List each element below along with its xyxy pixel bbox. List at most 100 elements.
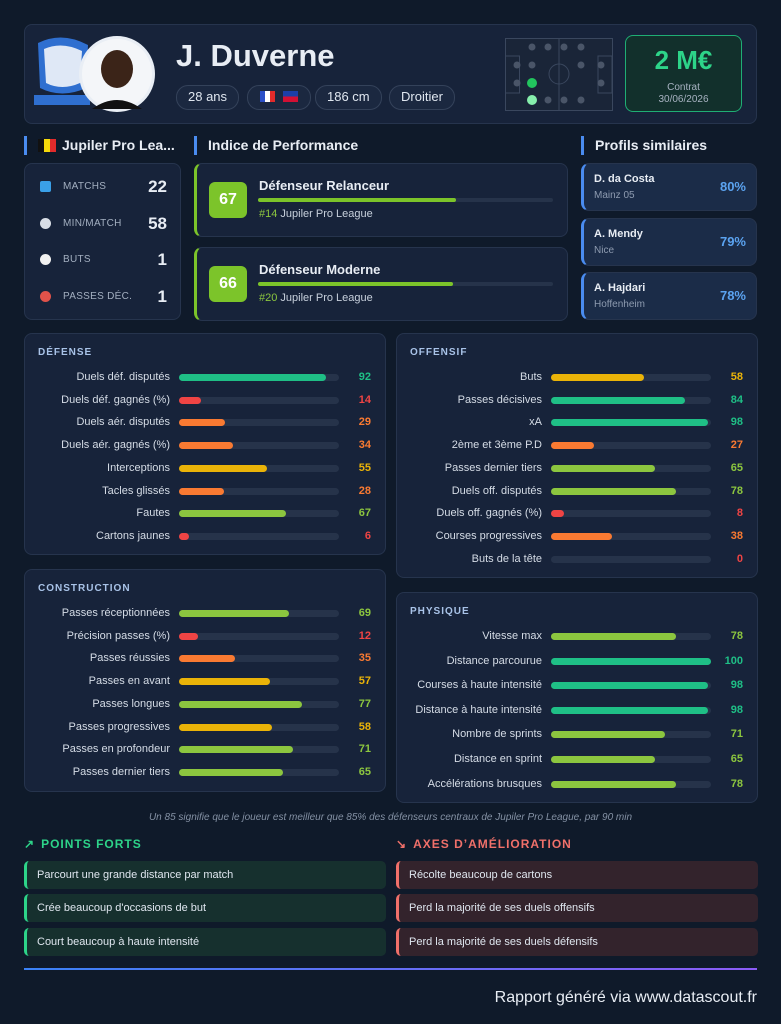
similar-name: A. Hajdari (594, 282, 646, 294)
section-title: OFFENSIF (410, 347, 468, 358)
score: 66 (209, 266, 247, 302)
metric-value: 65 (358, 765, 371, 778)
metric-value: 92 (358, 371, 371, 383)
metric-bar (551, 419, 708, 427)
metric-bar (179, 510, 287, 518)
metric-value: 98 (730, 703, 743, 716)
metric-track (551, 396, 711, 404)
score-bar (258, 198, 456, 202)
metric-bar (551, 532, 612, 540)
metric-label: Passes réussies (89, 652, 170, 665)
metric-track (179, 464, 339, 472)
metric-value: 8 (736, 507, 743, 520)
improvement: Récolte beaucoup de cartons (396, 861, 758, 889)
metric-track (551, 374, 711, 381)
stat-label: MIN/MATCH (63, 217, 122, 229)
metric-label: Tacles glissés (102, 484, 170, 497)
metric-bar (551, 374, 644, 381)
metric-value: 27 (730, 439, 743, 452)
tag: Droitier (389, 85, 455, 110)
metric-track (179, 768, 339, 776)
performance-title: Indice de Performance (194, 136, 358, 155)
metric-track (551, 419, 711, 427)
rank-line: #14 Jupiler Pro League (259, 208, 373, 220)
metric-bar (179, 746, 293, 754)
metric-track (551, 682, 711, 690)
role: Défenseur Relanceur (259, 178, 390, 193)
metric-label: Courses à haute intensité (417, 679, 542, 692)
metric-track (179, 442, 339, 450)
metric-bar (179, 374, 327, 381)
flags (247, 85, 311, 110)
metric-bar (551, 657, 711, 665)
stat-value: 22 (148, 177, 167, 196)
stat-icon (40, 181, 51, 192)
metric-bar (551, 510, 564, 518)
metric-track (179, 632, 339, 640)
stat-value: 58 (148, 213, 167, 233)
metric-value: 69 (358, 607, 371, 619)
contract-end: 30/06/2026 (658, 94, 709, 105)
metric-track (551, 706, 711, 714)
similar-name: A. Mendy (594, 228, 643, 240)
metric-label: Courses progressives (435, 529, 542, 542)
metric-bar (551, 780, 676, 788)
strength: Parcourt une grande distance par match (24, 861, 386, 889)
contract-label: Contrat (667, 82, 700, 93)
section-title: PHYSIQUE (410, 606, 470, 617)
metric-bar (179, 655, 235, 663)
metric-label: Cartons jaunes (96, 529, 170, 542)
strengths-title: ↗ POINTS FORTS (24, 837, 142, 851)
metric-track (179, 746, 339, 754)
metric-label: Passes décisives (457, 393, 542, 406)
metric-value: 57 (358, 675, 371, 688)
metric-label: Distance en sprint (453, 753, 542, 765)
metric-bar (179, 610, 290, 617)
metric-value: 84 (730, 393, 743, 406)
footnote: Un 85 signifie que le joueur est meilleu… (148, 812, 633, 823)
metric-bar (179, 464, 267, 472)
metric-label: Duels off. disputés (451, 484, 542, 497)
role: Défenseur Moderne (259, 262, 381, 277)
metric-value: 12 (358, 629, 371, 642)
belgium-flag (38, 139, 56, 152)
metric-label: Distance parcourue (446, 654, 542, 667)
metric-track (551, 780, 711, 788)
metric-value: 34 (358, 439, 371, 452)
footer-rule (24, 968, 757, 970)
metric-label: Passes réceptionnées (61, 607, 170, 619)
stat-icon (40, 290, 51, 302)
rank-league: Jupiler Pro League (280, 292, 373, 304)
metric-value: 78 (730, 630, 743, 642)
metric-track (551, 464, 711, 472)
similar-match: 78% (719, 288, 746, 303)
metric-label: Buts (519, 371, 542, 383)
similar-card (581, 272, 757, 320)
metric-label: Buts de la tête (471, 552, 542, 565)
metric-track (551, 756, 711, 763)
stat-icon (40, 217, 51, 229)
metric-label: Interceptions (107, 461, 170, 474)
metric-label: Fautes (136, 507, 170, 520)
metric-bar (551, 396, 686, 404)
metric-value: 58 (358, 720, 371, 733)
metric-bar (551, 706, 708, 714)
metric-value: 78 (730, 484, 743, 497)
metric-value: 77 (358, 697, 371, 710)
metric-bar (179, 632, 199, 640)
metric-value: 71 (358, 743, 371, 756)
metric-track (179, 374, 339, 381)
metric-label: Passes en profondeur (62, 743, 170, 756)
tag: 28 ans (176, 85, 240, 110)
metric-track (179, 396, 339, 404)
metric-bar (179, 396, 202, 404)
metric-label: Passes longues (92, 697, 170, 710)
player-name: J. Duverne (176, 38, 335, 73)
metric-bar (179, 768, 283, 776)
metric-track (551, 657, 711, 665)
footer: Rapport généré via www.datascout.fr (494, 989, 757, 1006)
similar-match: 80% (719, 179, 746, 194)
metric-bar (551, 464, 655, 472)
metric-value: 67 (358, 507, 371, 520)
metric-track (179, 510, 339, 518)
